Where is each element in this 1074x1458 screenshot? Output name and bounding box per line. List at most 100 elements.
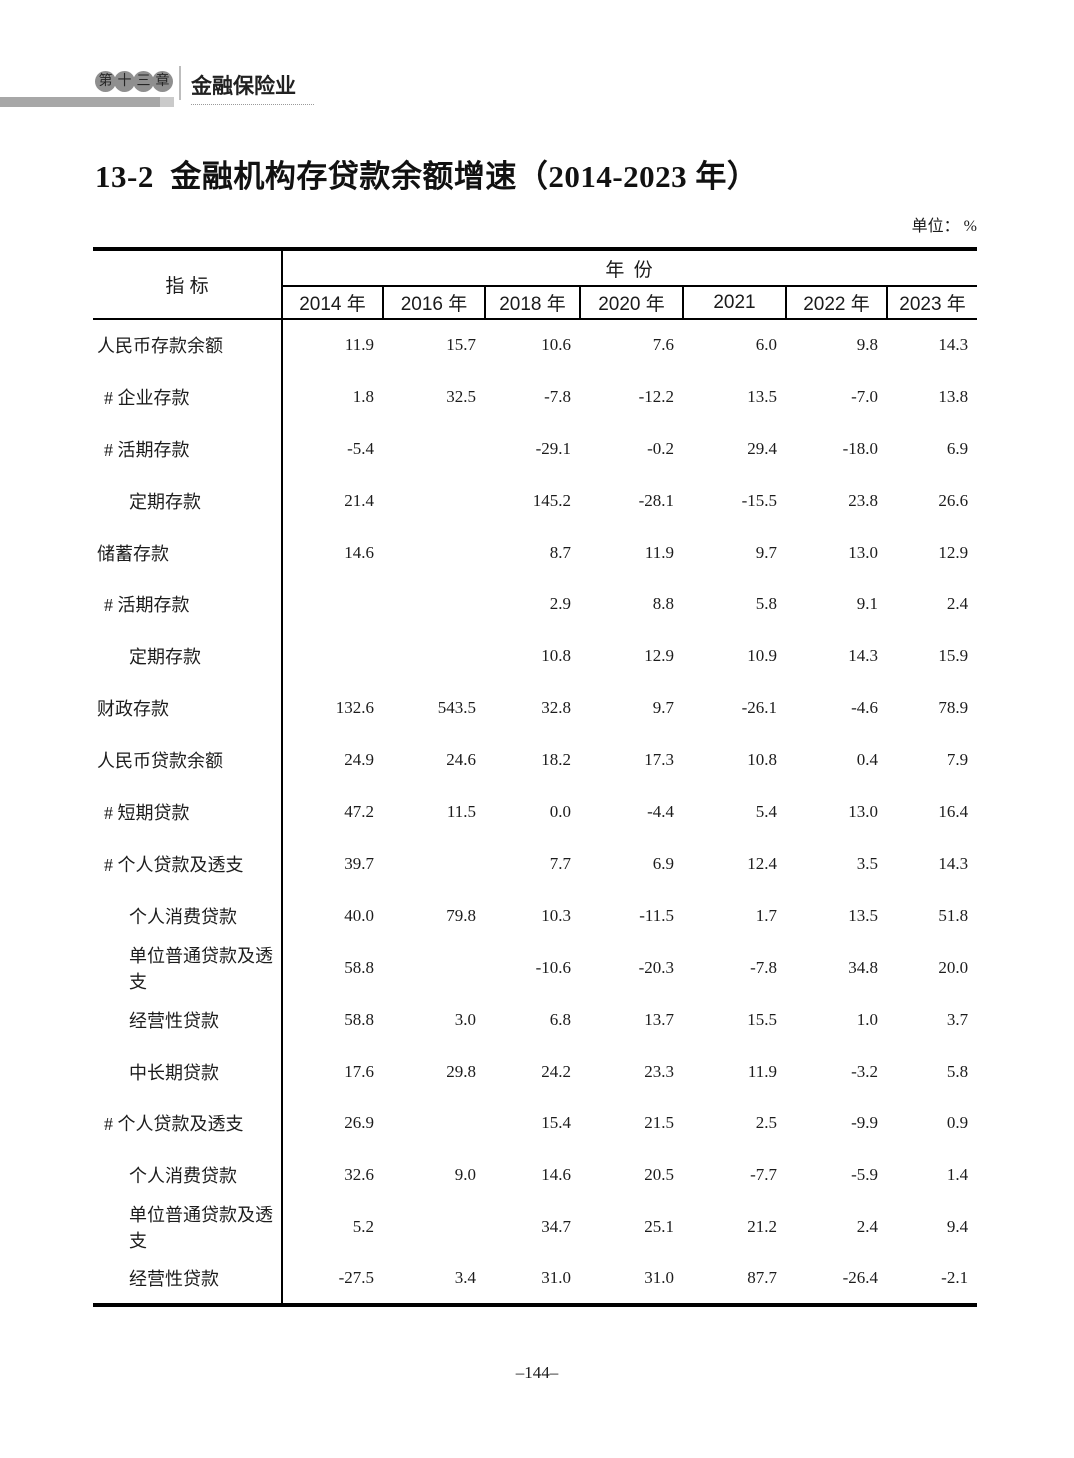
- row-value: -18.0: [842, 438, 878, 458]
- year-column-header: 2018 年: [485, 286, 581, 320]
- row-value: 13.8: [938, 386, 969, 406]
- row-value: 5.4: [755, 801, 777, 821]
- row-value: 78.9: [938, 698, 969, 718]
- page-title: 13-2 金融机构存贷款余额增速（2014-2023 年）: [95, 159, 759, 194]
- row-label: # 个人贷款及透支: [93, 837, 283, 890]
- row-value: -7.8: [544, 386, 571, 406]
- row-value: 18.2: [541, 750, 571, 770]
- row-value: 58.8: [344, 1009, 374, 1029]
- row-value: 12.9: [644, 646, 674, 666]
- row-value: -7.0: [851, 386, 878, 406]
- table-row: 人民币存款余额 11.9 15.7 10.6 7.6 6.0 9.8 14.3: [93, 319, 977, 371]
- row-label: 经营性贷款: [93, 1253, 283, 1306]
- year-column-header: 2023 年: [887, 286, 978, 320]
- row-value: -9.9: [851, 1113, 878, 1133]
- row-value: 24.6: [446, 750, 476, 770]
- table-row: 个人消费贷款 32.6 9.0 14.6 20.5 -7.7 -5.9 1.4: [93, 1149, 977, 1202]
- year-column-header: 2014 年: [282, 286, 384, 320]
- row-value: 5.8: [946, 1061, 969, 1081]
- row-value: 7.6: [652, 335, 674, 355]
- row-value: 10.8: [747, 750, 777, 770]
- table-row: 经营性贷款 -27.5 3.4 31.0 31.0 87.7 -26.4 -2.…: [93, 1253, 977, 1306]
- row-value: 10.3: [541, 905, 571, 925]
- row-label: # 活期存款: [93, 578, 283, 631]
- row-value: -4.6: [851, 698, 878, 718]
- row-value: 0.0: [549, 801, 571, 821]
- data-table: 指 标 年 份 2014 年 2016 年 2018 年 2020 年 2021…: [93, 247, 978, 1308]
- row-value: 26.6: [938, 490, 969, 510]
- row-value: -0.2: [647, 438, 674, 458]
- row-value: 9.0: [454, 1165, 476, 1185]
- row-value: 7.9: [946, 750, 969, 770]
- table-row: # 企业存款 1.8 32.5 -7.8 -12.2 13.5 -7.0 13.…: [93, 370, 977, 423]
- page-number: –144–: [515, 1363, 559, 1382]
- year-column-header: 2021: [683, 286, 787, 320]
- chapter-badge-char: 十: [114, 71, 135, 92]
- row-value: 12.9: [938, 542, 969, 562]
- row-value: 11.9: [344, 335, 374, 355]
- table-row: 中长期贷款 17.6 29.8 24.2 23.3 11.9 -3.2 5.8: [93, 1045, 977, 1098]
- row-value: 3.0: [454, 1009, 476, 1029]
- row-value: [383, 630, 485, 682]
- row-value: -10.6: [535, 957, 571, 977]
- row-value: 9.1: [856, 594, 878, 614]
- row-label: 中长期贷款: [93, 1045, 283, 1098]
- row-value: 21.5: [644, 1113, 674, 1133]
- row-value: 6.9: [946, 438, 969, 458]
- row-value: 16.4: [938, 801, 969, 821]
- table-row: # 活期存款 2.9 8.8 5.8 9.1 2.4: [93, 578, 977, 631]
- row-value: 47.2: [344, 801, 374, 821]
- row-value: [383, 578, 485, 630]
- row-value: -27.5: [338, 1268, 374, 1288]
- year-column-header: 2020 年: [580, 286, 684, 320]
- row-value: [282, 630, 383, 682]
- row-value: [383, 1201, 485, 1253]
- row-value: 79.8: [446, 905, 476, 925]
- row-value: 15.5: [747, 1009, 777, 1029]
- row-value: 11.9: [747, 1061, 777, 1081]
- row-value: [383, 838, 485, 890]
- row-value: 2.5: [755, 1113, 777, 1133]
- row-label: # 短期贷款: [93, 786, 283, 838]
- table-row: # 短期贷款 47.2 11.5 0.0 -4.4 5.4 13.0 16.4: [93, 786, 977, 838]
- table-header: 指 标 年 份 2014 年 2016 年 2018 年 2020 年 2021…: [93, 249, 978, 320]
- table-row: # 个人贷款及透支 39.7 7.7 6.9 12.4 3.5 14.3: [93, 837, 977, 890]
- row-value: 11.5: [446, 801, 476, 821]
- row-value: -29.1: [535, 438, 571, 458]
- row-value: 1.4: [946, 1165, 969, 1185]
- row-label: # 企业存款: [93, 370, 283, 423]
- row-value: 10.6: [541, 335, 571, 355]
- row-value: 2.4: [946, 594, 969, 614]
- table-body: 人民币存款余额 11.9 15.7 10.6 7.6 6.0 9.8 14.3 …: [93, 319, 977, 1306]
- row-value: 32.5: [446, 386, 476, 406]
- row-label: 个人消费贷款: [93, 889, 283, 942]
- row-value: 15.7: [446, 335, 476, 355]
- row-value: 5.2: [352, 1217, 374, 1237]
- row-value: -5.4: [347, 438, 374, 458]
- row-value: 13.5: [848, 905, 878, 925]
- row-value: -2.1: [941, 1268, 969, 1288]
- row-value: -15.5: [741, 490, 777, 510]
- row-value: 6.9: [652, 853, 674, 873]
- row-value: 6.0: [755, 335, 777, 355]
- table-row: # 活期存款 -5.4 -29.1 -0.2 29.4 -18.0 6.9: [93, 422, 977, 475]
- row-label: 个人消费贷款: [93, 1149, 283, 1202]
- row-label: 财政存款: [93, 682, 283, 735]
- row-label: 单位普通贷款及透支: [93, 941, 283, 994]
- row-value: 15.9: [938, 646, 969, 666]
- row-value: 17.3: [644, 750, 674, 770]
- row-label: 定期存款: [93, 474, 283, 527]
- row-value: 29.8: [446, 1061, 476, 1081]
- row-value: 14.3: [938, 853, 969, 873]
- table-row: 人民币贷款余额 24.9 24.6 18.2 17.3 10.8 0.4 7.9: [93, 734, 977, 787]
- row-value: 543.5: [437, 698, 476, 718]
- row-value: 32.6: [344, 1165, 374, 1185]
- row-value: 2.4: [856, 1217, 878, 1237]
- table-row: 单位普通贷款及透支 5.2 34.7 25.1 21.2 2.4 9.4: [93, 1201, 977, 1254]
- row-value: 132.6: [335, 698, 374, 718]
- row-value: -12.2: [638, 386, 674, 406]
- header-rule-bar: [0, 97, 174, 107]
- row-value: 5.8: [755, 594, 777, 614]
- row-value: -20.3: [638, 957, 674, 977]
- row-value: 6.8: [549, 1009, 571, 1029]
